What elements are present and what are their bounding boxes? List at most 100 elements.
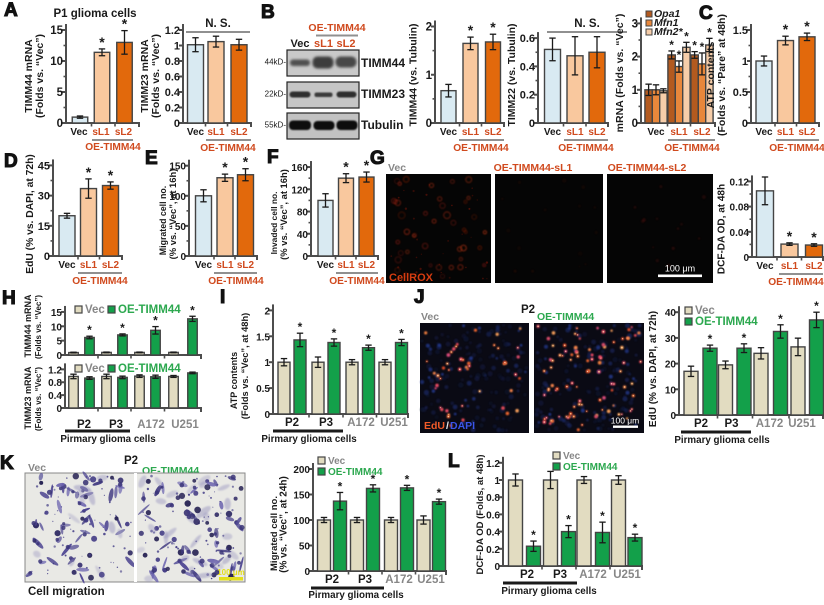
svg-text:10: 10 [51,322,63,333]
svg-text:100: 100 [293,516,310,527]
svg-text:K: K [0,453,14,474]
svg-text:U251: U251 [171,419,199,431]
svg-text:Tubulin: Tubulin [361,118,403,132]
svg-text:sL1: sL1 [92,127,110,138]
svg-text:sL2: sL2 [230,127,248,138]
svg-text:50: 50 [299,542,311,553]
svg-text:0.4: 0.4 [486,528,500,539]
svg-text:mRNA (Folds vs. “Vec”): mRNA (Folds vs. “Vec”) [614,14,626,133]
svg-text:1: 1 [632,85,639,97]
svg-text:A172: A172 [385,574,413,586]
svg-text:sL2: sL2 [805,261,823,272]
svg-text:P2: P2 [285,417,299,429]
svg-text:0.6: 0.6 [486,510,500,521]
svg-text:Vec: Vec [755,127,773,138]
svg-text:15: 15 [50,25,63,37]
svg-text:*: * [338,479,343,493]
svg-text:*: * [190,303,195,317]
svg-text:U251: U251 [613,569,641,581]
svg-text:1.2: 1.2 [48,365,62,376]
svg-text:Vec: Vec [28,462,46,474]
svg-text:Vec: Vec [388,162,406,174]
svg-text:(% vs. “Vec”, at 16h): (% vs. “Vec”, at 16h) [278,169,289,260]
svg-text:0.4: 0.4 [48,391,62,402]
svg-text:0: 0 [742,118,748,130]
svg-text:150: 150 [293,491,310,502]
svg-text:sL1: sL1 [566,127,584,138]
svg-text:0: 0 [632,118,638,130]
svg-text:OE-TIMM44: OE-TIMM44 [768,277,824,288]
svg-text:Vec: Vec [58,260,76,271]
svg-text:J: J [414,287,425,308]
svg-text:OE-TIMM44: OE-TIMM44 [200,143,256,154]
svg-text:Pirmary glioma cells: Pirmary glioma cells [501,586,597,597]
svg-text:0.08: 0.08 [730,203,750,214]
svg-text:(Folds vs. “Vec”, at 48h): (Folds vs. “Vec”, at 48h) [240,313,250,419]
svg-text:sL1: sL1 [314,38,333,50]
svg-text:*: * [371,472,376,486]
svg-text:TIMM23: TIMM23 [361,87,405,101]
svg-text:*: * [814,299,819,313]
svg-text:*: * [804,18,810,34]
svg-text:F: F [267,147,279,168]
svg-text:TIMM22 (vs. Tubulin): TIMM22 (vs. Tubulin) [506,23,518,126]
svg-text:0: 0 [57,118,63,130]
svg-text:H: H [2,288,16,309]
svg-text:*: * [708,332,713,346]
svg-text:TIMM23 mRNA: TIMM23 mRNA [23,366,33,430]
svg-text:OE-TIMM44-sL1: OE-TIMM44-sL1 [494,162,573,174]
svg-text:*: * [783,21,789,37]
svg-text:*: * [87,323,92,337]
svg-text:I: I [220,287,225,308]
svg-text:0.2: 0.2 [486,545,500,556]
svg-text:D: D [4,151,18,172]
svg-text:U251: U251 [380,417,408,429]
svg-text:G: G [370,148,385,169]
svg-text:*: * [700,40,705,54]
svg-text:A172: A172 [756,418,784,430]
svg-text:1: 1 [426,70,433,82]
svg-text:Vec: Vec [563,451,581,462]
svg-text:*: * [99,34,105,50]
svg-text:1: 1 [264,358,270,369]
svg-text:1.5: 1.5 [733,25,748,37]
svg-text:20: 20 [665,360,677,371]
svg-text:(Folds vs. “Vec”): (Folds vs. “Vec”) [150,34,162,118]
svg-text:OE-TIMM44: OE-TIMM44 [118,304,181,316]
svg-text:0: 0 [264,410,270,421]
svg-text:(% vs. “Vec”, at 16h): (% vs. “Vec”, at 16h) [167,169,178,260]
svg-text:0.4: 0.4 [165,87,181,99]
svg-text:ATP contents: ATP contents [229,352,239,409]
svg-text:100 μm: 100 μm [217,568,245,577]
svg-text:sL2: sL2 [693,127,711,138]
svg-text:0: 0 [302,252,308,263]
svg-text:*: * [811,229,817,245]
svg-text:0: 0 [494,562,500,573]
svg-text:*: * [677,48,682,62]
svg-text:22kD-: 22kD- [265,90,287,99]
svg-text:40: 40 [665,308,677,319]
svg-text:sL2: sL2 [484,127,502,138]
svg-text:2: 2 [426,22,432,34]
svg-text:P1 glioma cells: P1 glioma cells [53,8,136,20]
svg-text:0.2: 0.2 [165,103,180,115]
svg-text:Pirmary glioma cells: Pirmary glioma cells [308,590,404,601]
svg-text:OE-TIMM44: OE-TIMM44 [453,143,509,154]
svg-text:sL1: sL1 [337,260,355,271]
svg-text:OE-TIMM44: OE-TIMM44 [664,143,720,154]
svg-text:C: C [699,3,713,24]
svg-text:1.2: 1.2 [486,459,500,470]
svg-text:*: * [108,167,114,183]
svg-text:CellROX: CellROX [389,272,434,284]
svg-text:*: * [153,314,158,328]
svg-text:*: * [343,159,349,175]
svg-text:DCF-DA OD (Folds, at 48h): DCF-DA OD (Folds, at 48h) [475,455,486,575]
svg-text:OE-TIMM44: OE-TIMM44 [563,462,618,473]
svg-text:0: 0 [44,251,50,263]
svg-text:P2: P2 [520,569,534,581]
svg-text:3: 3 [632,18,638,30]
svg-text:15: 15 [51,308,63,319]
svg-text:TIMM44 mRNA: TIMM44 mRNA [23,39,35,113]
svg-text:TIMM23 mRNA: TIMM23 mRNA [139,39,151,113]
svg-text:*: * [332,326,337,340]
